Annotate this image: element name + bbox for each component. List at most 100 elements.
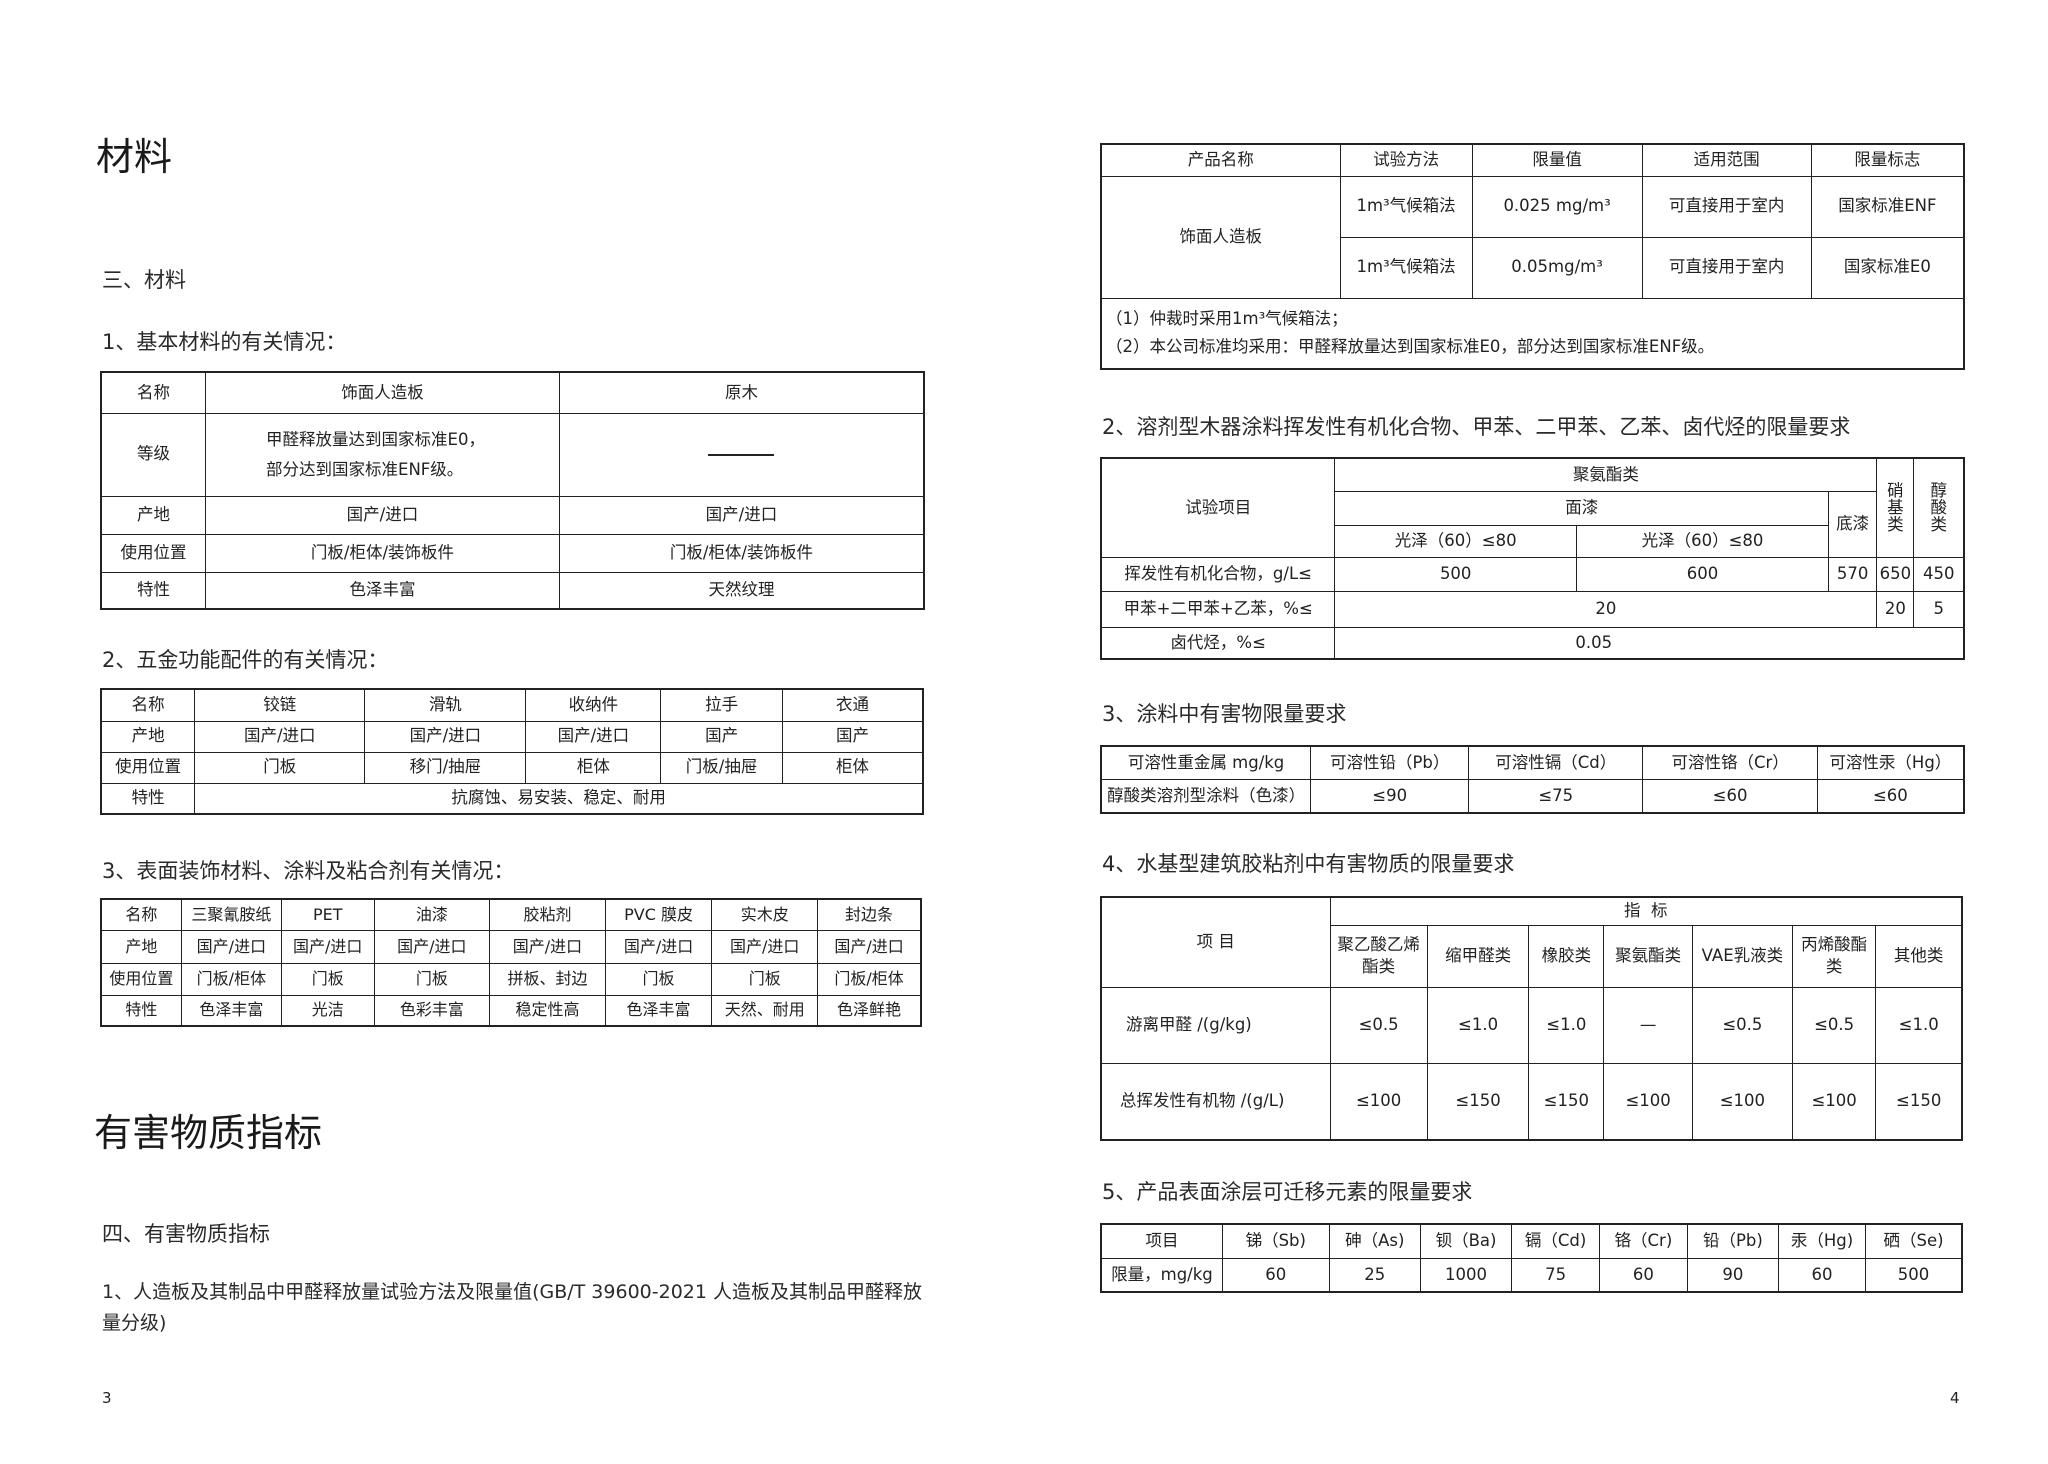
cell: 甲苯+二甲苯+乙苯，%≤	[1100, 590, 1336, 628]
solvent-coating-table: 试验项目 聚氨酯类 硝基类 醇酸类 面漆 底漆 光泽（60）≤80 光泽（60）≤80 挥…	[1100, 457, 1965, 660]
cell: VAE乳液类	[1691, 924, 1793, 988]
cell: 铅（Pb)	[1686, 1223, 1780, 1259]
cell: 门板	[711, 962, 819, 996]
surface-materials-table: 名称 三聚氰胺纸 PET 油漆 胶粘剂 PVC 膜皮 实木皮 封边条 产地 国产/进口 国产/进口…	[100, 898, 922, 1027]
cell: 可溶性重金属 mg/kg	[1100, 745, 1312, 780]
cell: 色泽丰富	[604, 994, 713, 1027]
cell: 胶粘剂	[489, 898, 606, 931]
cell: 游离甲醛 /(g/kg)	[1100, 986, 1331, 1064]
cell: 指 标	[1329, 896, 1963, 926]
cell: 限量标志	[1810, 143, 1965, 177]
cell: 可直接用于室内	[1641, 236, 1812, 299]
tableE-caption: 5、产品表面涂层可迁移元素的限量要求	[1102, 1180, 1473, 1204]
cell: 封边条	[817, 898, 922, 931]
cell: 可直接用于室内	[1641, 175, 1812, 238]
basic-materials-table: 名称 饰面人造板 原木 等级 甲醛释放量达到国家标准E0， 部分达到国家标准ENF级。…	[100, 371, 925, 610]
paragraph-line: 1、人造板及其制品中甲醛释放量试验方法及限量值(GB/T 39600-2021 …	[102, 1281, 922, 1303]
cell: 油漆	[373, 898, 491, 931]
cell: ≤60	[1642, 778, 1818, 814]
cell: PET	[280, 898, 375, 931]
cell: 抗腐蚀、易安装、稳定、耐用	[194, 782, 924, 815]
adhesive-table: 项 目指 标 聚乙酸乙烯酯类 缩甲醛类 橡胶类 聚氨酯类 VAE乳液类 丙烯酸酯类 其他类 …	[1100, 896, 1963, 1141]
cell: 门板	[604, 962, 713, 996]
cell: 25	[1328, 1257, 1421, 1293]
cell: ≤1.0	[1426, 986, 1530, 1064]
cell: 国家标准ENF	[1810, 175, 1965, 238]
cell: 面漆	[1334, 490, 1830, 526]
cell: 门板/柜体	[817, 962, 922, 996]
cell: 光泽（60）≤80	[1576, 524, 1830, 558]
cell: 等级	[100, 412, 207, 497]
cell: 5	[1913, 590, 1965, 628]
cell: 名称	[100, 898, 182, 931]
heavy-metal-table: 可溶性重金属 mg/kg 可溶性铅（Pb） 可溶性镉（Cd） 可溶性铬（Cr） 可溶性汞…	[1100, 745, 1965, 814]
cell: 砷（As)	[1328, 1223, 1421, 1259]
cell: 门板/柜体	[180, 962, 282, 996]
cell: ≤1.0	[1528, 986, 1605, 1064]
cell: 底漆	[1828, 490, 1878, 558]
cell: 门板	[280, 962, 375, 996]
note: （1）仲裁时采用1m³气候箱法；	[1106, 309, 1348, 329]
grade-line: 甲醛释放量达到国家标准E0，	[266, 429, 485, 449]
cell: ≤60	[1816, 778, 1965, 814]
cell: 国产/进口	[194, 720, 366, 753]
cell: 使用位置	[100, 533, 207, 573]
cell: 拉手	[660, 688, 783, 722]
cell: 可溶性镉（Cd）	[1468, 745, 1644, 780]
cell: 名称	[100, 371, 207, 414]
cell: 稳定性高	[489, 994, 606, 1027]
cell: 特性	[100, 571, 207, 610]
cell: ≤100	[1791, 1062, 1877, 1141]
cell: 卤代烃，%≤	[1100, 626, 1336, 660]
cell: 国产/进口	[604, 929, 713, 964]
cell: 钡（Ba)	[1419, 1223, 1513, 1259]
cell: 总挥发性有机物 /(g/L)	[1100, 1062, 1331, 1141]
cell: 0.05mg/m³	[1471, 236, 1643, 299]
paragraph-line: 量分级)	[102, 1312, 167, 1334]
cell: 国产	[660, 720, 783, 753]
cell: 国产/进口	[205, 495, 560, 535]
cell: 使用位置	[100, 962, 182, 996]
cell: ≤150	[1875, 1062, 1963, 1141]
cell: 国产/进口	[558, 495, 925, 535]
formaldehyde-paragraph: 1、人造板及其制品中甲醛释放量试验方法及限量值(GB/T 39600-2021 …	[102, 1277, 932, 1339]
cell: 铬（Cr)	[1598, 1223, 1688, 1259]
cell: 国产/进口	[373, 929, 491, 964]
cell: 500	[1865, 1257, 1963, 1293]
cell: ≤100	[1603, 1062, 1693, 1141]
cell: 特性	[100, 782, 196, 815]
cell: 滑轨	[364, 688, 527, 722]
cell: 橡胶类	[1528, 924, 1605, 988]
cell: 可溶性汞（Hg）	[1816, 745, 1965, 780]
cell: 产地	[100, 929, 182, 964]
cell: 醇酸类溶剂型涂料（色漆）	[1100, 778, 1312, 814]
page-number: 3	[102, 1389, 112, 1407]
cell: 汞（Hg)	[1778, 1223, 1867, 1259]
cell: 可溶性铬（Cr）	[1642, 745, 1818, 780]
cell: ≤0.5	[1691, 986, 1793, 1064]
cell: 名称	[100, 688, 196, 722]
cell: 锑（Sb)	[1221, 1223, 1330, 1259]
cell: 门板	[194, 751, 366, 784]
cell: 光泽（60）≤80	[1334, 524, 1578, 558]
cell: 0.025 mg/m³	[1471, 175, 1643, 238]
cell: 色泽鲜艳	[817, 994, 922, 1027]
cell: 色泽丰富	[180, 994, 282, 1027]
cell: 20	[1334, 590, 1878, 628]
cell: 适用范围	[1641, 143, 1812, 177]
cell: 国产	[781, 720, 924, 753]
cell: 产地	[100, 720, 196, 753]
cell: 挥发性有机化合物，g/L≤	[1100, 556, 1336, 592]
cell: —	[1603, 986, 1693, 1064]
cell: ≤150	[1528, 1062, 1605, 1141]
cell: 1m³气候箱法	[1339, 236, 1473, 299]
cell: 其他类	[1875, 924, 1963, 988]
cell: 600	[1576, 556, 1830, 592]
cell: ≤0.5	[1791, 986, 1877, 1064]
dash-mark	[708, 453, 775, 456]
cell: ≤75	[1468, 778, 1644, 814]
tableC-caption: 3、涂料中有害物限量要求	[1102, 702, 1347, 726]
cell: 国产/进口	[180, 929, 282, 964]
cell: 限量，mg/kg	[1100, 1257, 1223, 1293]
migratable-elements-table: 项目 锑（Sb) 砷（As) 钡（Ba) 镉（Cd) 铬（Cr) 铅（Pb) 汞（Hg) 硒（S…	[1100, 1223, 1963, 1293]
